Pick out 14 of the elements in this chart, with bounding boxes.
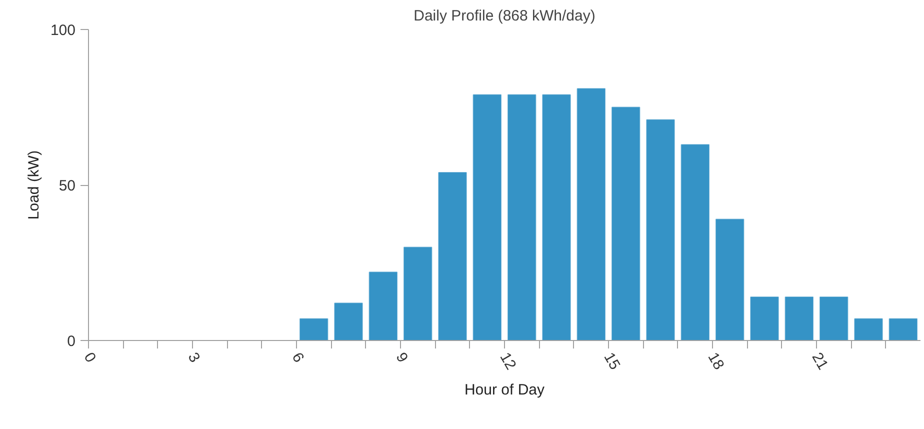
x-tick-label: 9 — [392, 350, 412, 366]
x-tick-label: 21 — [808, 350, 832, 373]
y-tick-label: 100 — [50, 22, 76, 39]
y-axis-title: Load (kW) — [25, 150, 42, 220]
x-tick-label: 3 — [184, 350, 204, 366]
y-tick-label: 50 — [58, 178, 76, 194]
y-tick-label: 0 — [67, 333, 76, 350]
x-tick-label: 6 — [288, 350, 308, 366]
x-tick-label: 0 — [80, 350, 100, 366]
x-tick-label: 18 — [704, 350, 728, 373]
chart-title: Daily Profile (868 kWh/day) — [414, 8, 596, 24]
x-axis-title: Hour of Day — [464, 381, 546, 398]
x-tick-label: 12 — [496, 350, 520, 373]
x-tick-label: 15 — [600, 350, 624, 373]
